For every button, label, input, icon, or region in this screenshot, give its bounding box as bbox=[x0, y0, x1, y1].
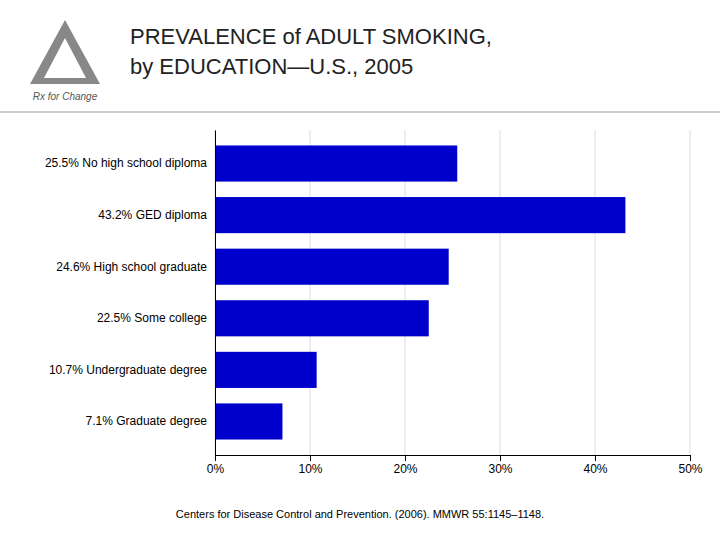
y-tick-label: 22.5% Some college bbox=[97, 311, 207, 325]
bar bbox=[215, 300, 429, 336]
y-tick-label: 43.2% GED diploma bbox=[98, 208, 207, 222]
x-tick: 20% bbox=[393, 455, 417, 476]
x-tick: 50% bbox=[678, 455, 702, 476]
x-tick-mark bbox=[310, 455, 311, 461]
x-tick-label: 10% bbox=[298, 462, 322, 476]
logo-triangle bbox=[30, 20, 100, 84]
y-axis-line bbox=[215, 131, 216, 456]
bar bbox=[215, 145, 457, 181]
x-tick-mark bbox=[595, 455, 596, 461]
plot: 0% 10% 20% 30% 40% 50% 25.5% No high school di… bbox=[45, 130, 703, 476]
logo-text: Rx for Change bbox=[33, 91, 98, 102]
y-tick: 22.5% Some college bbox=[97, 311, 207, 325]
x-axis: 0% 10% 20% 30% 40% 50% bbox=[207, 455, 703, 476]
bar bbox=[215, 249, 449, 285]
grid-line bbox=[215, 130, 216, 455]
x-tick-mark bbox=[215, 455, 216, 461]
chart: Rx for Change PREVALENCE of ADULT SMOKING… bbox=[0, 0, 720, 540]
x-tick-mark bbox=[690, 455, 691, 461]
title: PREVALENCE of ADULT SMOKING, bbox=[130, 24, 492, 49]
grid-line bbox=[500, 130, 501, 455]
y-tick: 24.6% High school graduate bbox=[56, 260, 207, 274]
bar bbox=[215, 403, 282, 439]
y-tick-label: 10.7% Undergraduate degree bbox=[49, 363, 207, 377]
bar bbox=[215, 197, 625, 233]
y-tick-label: 25.5% No high school diploma bbox=[45, 156, 207, 170]
x-tick-label: 50% bbox=[678, 462, 702, 476]
bars bbox=[215, 145, 625, 439]
y-tick: 25.5% No high school diploma bbox=[45, 156, 207, 170]
y-tick: 10.7% Undergraduate degree bbox=[49, 363, 207, 377]
y-tick: 43.2% GED diploma bbox=[98, 208, 207, 222]
y-axis: 25.5% No high school diploma 43.2% GED di… bbox=[45, 131, 216, 456]
x-tick-mark bbox=[500, 455, 501, 461]
logo: Rx for Change bbox=[30, 20, 100, 102]
x-tick: 0% bbox=[207, 455, 225, 476]
footer: Centers for Disease Control and Preventi… bbox=[176, 508, 544, 520]
x-tick: 10% bbox=[298, 455, 322, 476]
separator bbox=[0, 111, 720, 113]
subtitle: by EDUCATION—U.S., 2005 bbox=[130, 54, 413, 79]
x-tick: 40% bbox=[583, 455, 607, 476]
grid-line bbox=[595, 130, 596, 455]
grid-line bbox=[690, 130, 691, 455]
bar bbox=[215, 352, 317, 388]
x-tick-label: 0% bbox=[207, 462, 225, 476]
x-axis-line bbox=[216, 456, 691, 462]
y-tick-label: 7.1% Graduate degree bbox=[86, 414, 208, 428]
y-tick-label: 24.6% High school graduate bbox=[56, 260, 207, 274]
x-tick-label: 30% bbox=[488, 462, 512, 476]
x-tick-label: 20% bbox=[393, 462, 417, 476]
grid bbox=[215, 130, 690, 455]
logo-inner bbox=[44, 38, 86, 78]
x-tick-label: 40% bbox=[583, 462, 607, 476]
x-tick: 30% bbox=[488, 455, 512, 476]
x-tick-mark bbox=[405, 455, 406, 461]
y-tick: 7.1% Graduate degree bbox=[86, 414, 208, 428]
